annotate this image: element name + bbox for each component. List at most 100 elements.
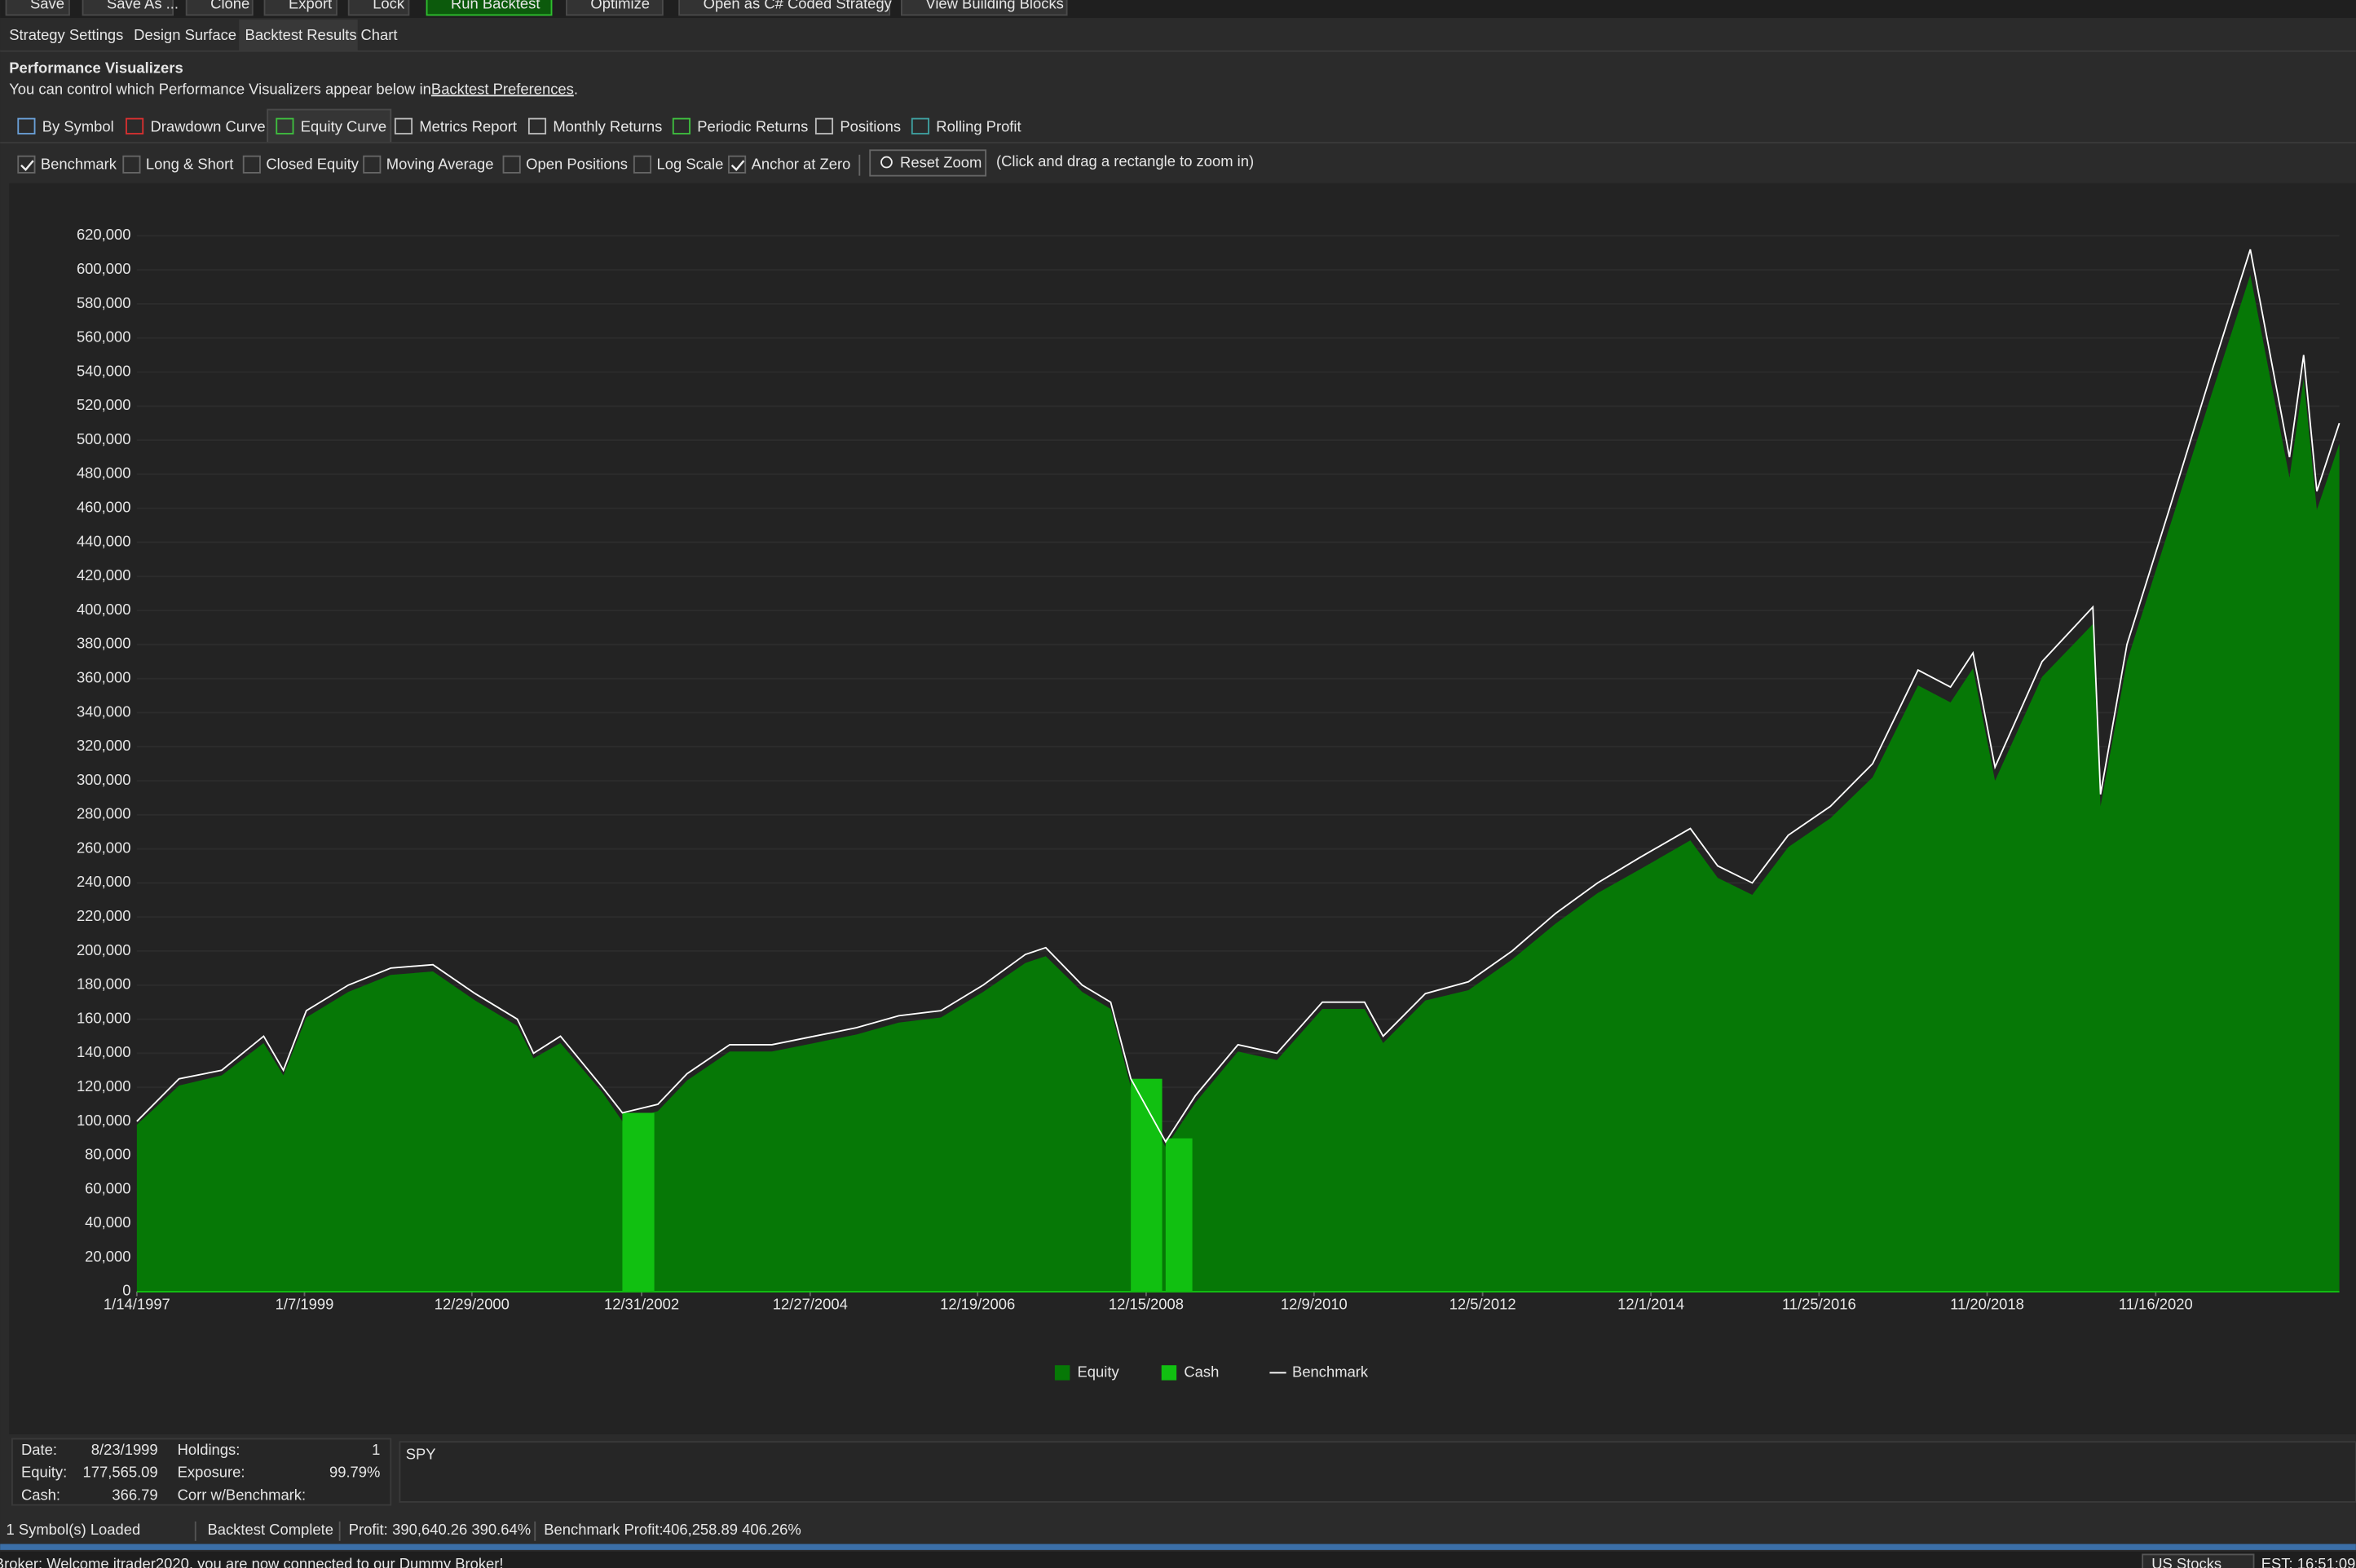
option-label[interactable]: Closed Equity — [266, 156, 359, 173]
market[interactable]: US Stocks — [2151, 1555, 2221, 1568]
option-label[interactable]: Long & Short — [146, 156, 233, 173]
y-tick-label: 420,000 — [77, 566, 131, 584]
toolbar-button[interactable] — [566, 0, 664, 16]
info-value: 177,565.09 — [83, 1464, 158, 1481]
section-title: Performance Visualizers — [9, 59, 183, 77]
toolbar-button[interactable] — [82, 0, 174, 16]
info-label: Exposure: — [178, 1464, 245, 1481]
info-panel — [11, 1438, 392, 1506]
visualizer-tab[interactable]: Drawdown Curve — [150, 118, 265, 135]
info-label: Date: — [21, 1441, 57, 1458]
y-tick-label: 440,000 — [77, 532, 131, 549]
x-tick-label: 12/27/2004 — [773, 1295, 848, 1312]
toolbar-button[interactable] — [185, 0, 254, 16]
option-label[interactable]: Log Scale — [657, 156, 724, 173]
visualizer-tab[interactable]: Positions — [840, 118, 901, 135]
tab[interactable]: Backtest Results — [245, 26, 357, 43]
checkbox[interactable] — [122, 155, 141, 174]
market-select[interactable] — [2142, 1553, 2255, 1568]
toolbar-button-label[interactable]: Save — [30, 0, 64, 11]
note: . — [574, 80, 578, 97]
separator — [0, 1544, 2356, 1550]
y-tick-label: 40,000 — [85, 1213, 130, 1231]
toolbar-button-label[interactable]: Clone — [210, 0, 249, 11]
toolbar-button[interactable] — [263, 0, 338, 16]
x-tick-label: 12/29/2000 — [435, 1295, 510, 1312]
y-tick-label: 220,000 — [77, 907, 131, 924]
x-tick-label: 11/20/2018 — [1950, 1295, 2024, 1312]
option-label[interactable]: Open Positions — [526, 156, 628, 173]
visualizer-tab[interactable]: Periodic Returns — [697, 118, 808, 135]
y-tick-label: 340,000 — [77, 703, 131, 720]
y-tick-label: 300,000 — [77, 771, 131, 788]
checkbox[interactable] — [502, 155, 521, 174]
visualizer-tab[interactable]: Monthly Returns — [553, 118, 662, 135]
option-label[interactable]: Moving Average — [386, 156, 494, 173]
toolbar-button-label[interactable]: Save As ... — [107, 0, 179, 11]
info-value: 8/23/1999 — [91, 1441, 158, 1458]
checkbox[interactable] — [242, 155, 261, 174]
visualizer-tab[interactable]: Metrics Report — [419, 118, 517, 135]
visualizer-tab[interactable]: Equity Curve — [301, 118, 386, 135]
y-tick-label: 180,000 — [77, 976, 131, 993]
y-tick-label: 320,000 — [77, 737, 131, 754]
x-tick-label: 12/5/2012 — [1449, 1295, 1516, 1312]
option-label[interactable]: Benchmark — [41, 156, 117, 173]
hint: (Click and drag a rectangle to zoom in) — [996, 152, 1254, 170]
y-tick-label: 480,000 — [77, 465, 131, 482]
checkbox[interactable] — [363, 155, 382, 174]
y-tick-label: 280,000 — [77, 805, 131, 822]
y-tick-label: 100,000 — [77, 1112, 131, 1129]
y-tick-label: 540,000 — [77, 362, 131, 379]
y-tick-label: 140,000 — [77, 1043, 131, 1060]
toolbar-button-label[interactable]: Optimize — [590, 0, 650, 11]
y-tick-label: 160,000 — [77, 1009, 131, 1026]
checkbox[interactable] — [17, 155, 36, 174]
x-tick-label: 1/7/1999 — [276, 1295, 334, 1312]
y-tick-label: 20,000 — [85, 1248, 130, 1265]
visualizer-tab[interactable]: By Symbol — [42, 118, 114, 135]
cash-bar — [622, 1112, 655, 1292]
x-tick-label: 12/9/2010 — [1281, 1295, 1348, 1312]
option-label[interactable]: Anchor at Zero — [752, 156, 851, 173]
x-tick-label: 11/25/2016 — [1782, 1295, 1856, 1312]
info-value: 366.79 — [112, 1486, 157, 1503]
visualizer-icon — [527, 117, 547, 134]
x-tick-label: 12/31/2002 — [604, 1295, 679, 1312]
y-tick-label: 600,000 — [77, 260, 131, 277]
reset-button[interactable] — [869, 149, 987, 177]
status-text: Benchmark Profit: — [544, 1521, 663, 1538]
toolbar-button[interactable] — [347, 0, 410, 16]
visualizer-tab[interactable]: Rolling Profit — [936, 118, 1021, 135]
y-tick-label: 360,000 — [77, 668, 131, 685]
checkmark — [20, 160, 34, 172]
checkbox[interactable] — [728, 155, 747, 174]
info-label: Equity: — [21, 1464, 67, 1481]
tab[interactable]: Strategy Settings — [9, 26, 123, 43]
toolbar-button[interactable] — [900, 0, 1068, 16]
toolbar-button[interactable] — [678, 0, 891, 16]
checkbox[interactable] — [633, 155, 652, 174]
visualizer-icon — [672, 117, 690, 134]
note: You can control which Performance Visual… — [9, 80, 431, 97]
legend-swatch — [1054, 1365, 1070, 1381]
tab[interactable]: Chart — [360, 26, 397, 43]
x-tick-label: 12/19/2006 — [940, 1295, 1015, 1312]
toolbar-button[interactable] — [426, 0, 553, 16]
visualizer-icon — [911, 117, 929, 134]
cash-bar — [1165, 1138, 1193, 1292]
symbol-panel — [399, 1441, 2356, 1503]
toolbar-button-label[interactable]: Lock — [373, 0, 405, 11]
tab[interactable]: Design Surface — [134, 26, 236, 43]
toolbar-button-label[interactable]: Run Backtest — [451, 0, 540, 11]
toolbar-button[interactable] — [5, 0, 70, 16]
toolbar-button-label[interactable]: Open as C# Coded Strategy — [704, 0, 893, 11]
toolbar-button-label[interactable]: Export — [289, 0, 332, 11]
reset-label[interactable]: Reset Zoom — [900, 154, 982, 171]
visualizer-tab-active[interactable] — [267, 108, 392, 143]
tab-active[interactable] — [239, 19, 358, 51]
toolbar-button-label[interactable]: View Building Blocks — [925, 0, 1063, 11]
x-tick-label: 1/14/1997 — [104, 1295, 170, 1312]
link[interactable]: Backtest Preferences — [431, 80, 574, 97]
